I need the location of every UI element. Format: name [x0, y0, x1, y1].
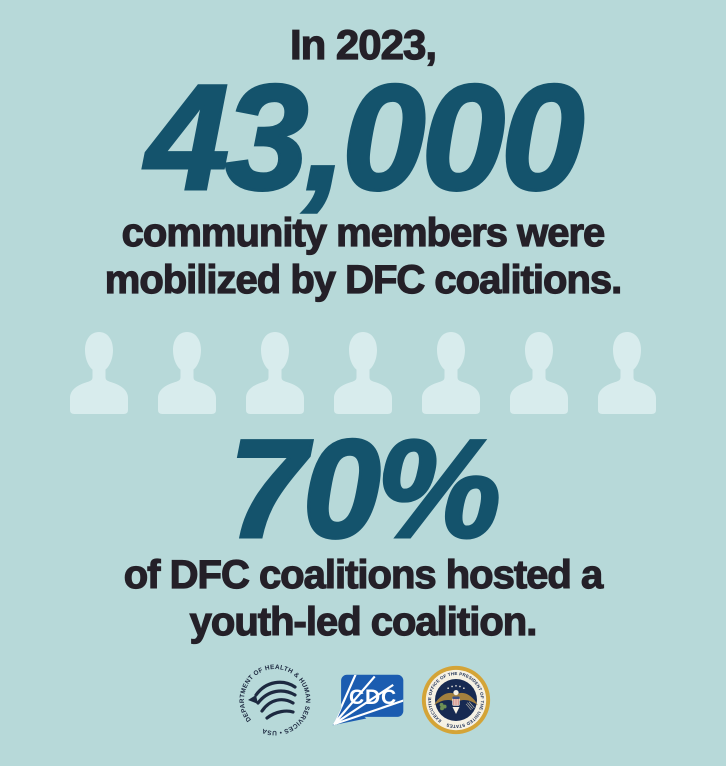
stat1-value: 43,000: [144, 53, 586, 222]
people-row: [0, 330, 726, 415]
hhs-eagle-icon: [254, 681, 297, 721]
eop-eagle-icon: [434, 685, 478, 715]
person-silhouette-icon: [155, 331, 219, 415]
cdc-rays-icon: [332, 675, 404, 726]
person-silhouette-icon: [507, 331, 571, 415]
eop-seal: EXECUTIVE OFFICE OF THE PRESIDENT OF THE…: [421, 665, 491, 735]
person-silhouette-icon: [331, 331, 395, 415]
hhs-logo: DEPARTMENT OF HEALTH & HUMAN SERVICES • …: [235, 660, 315, 740]
eop-arrows: [465, 701, 475, 711]
stat2-caption-line2: youth-led coalition.: [189, 600, 538, 645]
person-silhouette-icon: [243, 331, 307, 415]
stat2-value: 70%: [227, 410, 502, 568]
stat1-caption-line2: mobilized by DFC coalitions.: [104, 257, 623, 302]
stat2-caption: of DFC coalitions hosted a youth-led coa…: [0, 552, 726, 646]
stat1-caption: community members were mobilized by DFC …: [0, 210, 726, 304]
cdc-logo: CDC: [332, 675, 404, 726]
stat1-caption-line1: community members were: [121, 210, 606, 255]
intro-text: In 2023,: [289, 21, 437, 69]
eop-stars: [447, 685, 465, 690]
person-silhouette-icon: [419, 331, 483, 415]
eop-olive-branch: [439, 703, 447, 711]
person-silhouette-icon: [67, 331, 131, 415]
person-silhouette-icon: [595, 331, 659, 415]
logo-row: DEPARTMENT OF HEALTH & HUMAN SERVICES • …: [0, 660, 726, 740]
cdc-label: CDC: [349, 687, 397, 710]
stat2-caption-line1: of DFC coalitions hosted a: [123, 552, 604, 598]
